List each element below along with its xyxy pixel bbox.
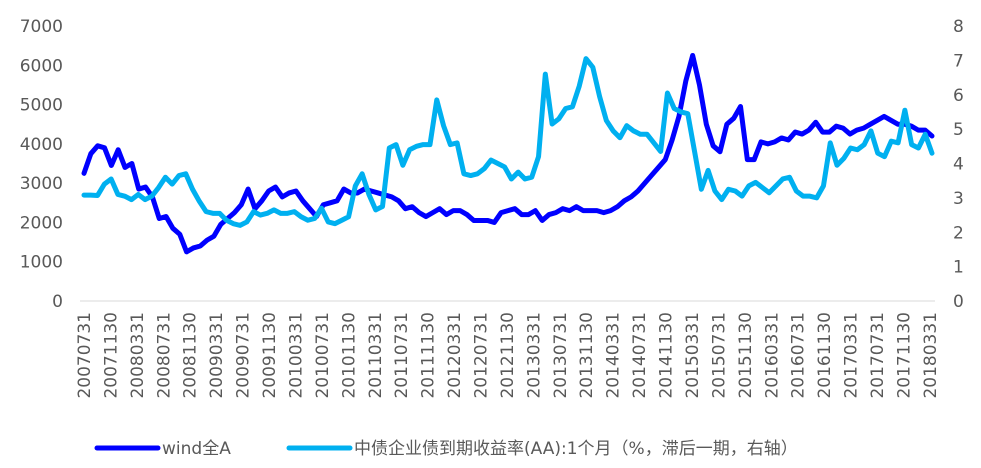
legend-label-wind-a: wind全A bbox=[162, 439, 231, 459]
x-tick-label: 20140731 bbox=[630, 312, 650, 399]
series-line-corporate-bond-yield bbox=[81, 56, 935, 228]
x-tick-label: 20130331 bbox=[524, 312, 544, 399]
x-tick-label: 20141130 bbox=[657, 312, 677, 399]
series-line-wind-a bbox=[81, 52, 935, 255]
x-axis: 20070731 20071130 20080331 20080731 20081130… bbox=[75, 312, 941, 399]
x-tick-label: 20110331 bbox=[366, 312, 386, 399]
x-tick-label: 20151130 bbox=[736, 312, 756, 399]
right-y-tick-label: 7 bbox=[953, 51, 964, 71]
left-y-tick-label: 7000 bbox=[20, 17, 63, 37]
left-y-axis: 0 1000 2000 3000 4000 5000 6000 7000 bbox=[20, 17, 63, 312]
right-y-tick-label: 0 bbox=[953, 292, 964, 312]
x-tick-label: 20090731 bbox=[234, 312, 254, 399]
x-tick-label: 20071130 bbox=[101, 312, 121, 399]
legend-item-corporate-bond-yield: 中债企业债到期收益率(AA):1个月（%，滞后一期，右轴） bbox=[286, 439, 798, 459]
right-y-tick-label: 1 bbox=[953, 258, 964, 278]
x-tick-label: 20161130 bbox=[815, 312, 835, 399]
right-y-tick-label: 2 bbox=[953, 223, 964, 243]
x-tick-label: 20120731 bbox=[472, 312, 492, 399]
right-y-tick-label: 3 bbox=[953, 189, 964, 209]
x-tick-label: 20150331 bbox=[683, 312, 703, 399]
x-tick-label: 20120331 bbox=[445, 312, 465, 399]
x-tick-label: 20171130 bbox=[894, 312, 914, 399]
legend-item-wind-a: wind全A bbox=[94, 439, 231, 459]
x-tick-label: 20070731 bbox=[75, 312, 95, 399]
x-tick-label: 20081130 bbox=[181, 312, 201, 399]
left-y-tick-label: 2000 bbox=[20, 213, 63, 233]
x-tick-label: 20091130 bbox=[260, 312, 280, 399]
x-tick-label: 20180331 bbox=[921, 312, 941, 399]
x-tick-label: 20100731 bbox=[313, 312, 333, 399]
x-tick-label: 20080331 bbox=[128, 312, 148, 399]
x-tick-label: 20121130 bbox=[498, 312, 518, 399]
series-layer bbox=[81, 52, 935, 255]
x-tick-label: 20170331 bbox=[842, 312, 862, 399]
x-tick-label: 20111130 bbox=[419, 312, 439, 399]
x-tick-label: 20100331 bbox=[286, 312, 306, 399]
left-y-tick-label: 6000 bbox=[20, 56, 63, 76]
x-tick-label: 20131130 bbox=[577, 312, 597, 399]
x-tick-label: 20090331 bbox=[207, 312, 227, 399]
x-tick-label: 20150731 bbox=[709, 312, 729, 399]
x-tick-label: 20130731 bbox=[551, 312, 571, 399]
legend-label-corporate-bond-yield: 中债企业债到期收益率(AA):1个月（%，滞后一期，右轴） bbox=[354, 439, 798, 459]
x-tick-label: 20160731 bbox=[789, 312, 809, 399]
right-y-axis: 0 1 2 3 4 5 6 7 8 bbox=[953, 17, 964, 312]
right-y-tick-label: 8 bbox=[953, 17, 964, 37]
right-y-tick-label: 6 bbox=[953, 86, 964, 106]
legend: wind全A 中债企业债到期收益率(AA):1个月（%，滞后一期，右轴） bbox=[94, 439, 798, 459]
left-y-tick-label: 1000 bbox=[20, 253, 63, 273]
left-y-tick-label: 3000 bbox=[20, 174, 63, 194]
x-tick-label: 20101130 bbox=[339, 312, 359, 399]
right-y-tick-label: 4 bbox=[953, 155, 964, 175]
left-y-tick-label: 0 bbox=[52, 292, 63, 312]
x-tick-label: 20080731 bbox=[154, 312, 174, 399]
x-tick-label: 20160331 bbox=[762, 312, 782, 399]
left-y-tick-label: 4000 bbox=[20, 135, 63, 155]
left-y-tick-label: 5000 bbox=[20, 96, 63, 116]
x-tick-label: 20110731 bbox=[392, 312, 412, 399]
x-tick-label: 20140331 bbox=[604, 312, 624, 399]
right-y-tick-label: 5 bbox=[953, 120, 964, 140]
x-tick-label: 20170731 bbox=[868, 312, 888, 399]
